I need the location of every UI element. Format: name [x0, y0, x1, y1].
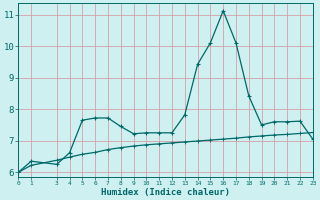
X-axis label: Humidex (Indice chaleur): Humidex (Indice chaleur): [101, 188, 230, 197]
